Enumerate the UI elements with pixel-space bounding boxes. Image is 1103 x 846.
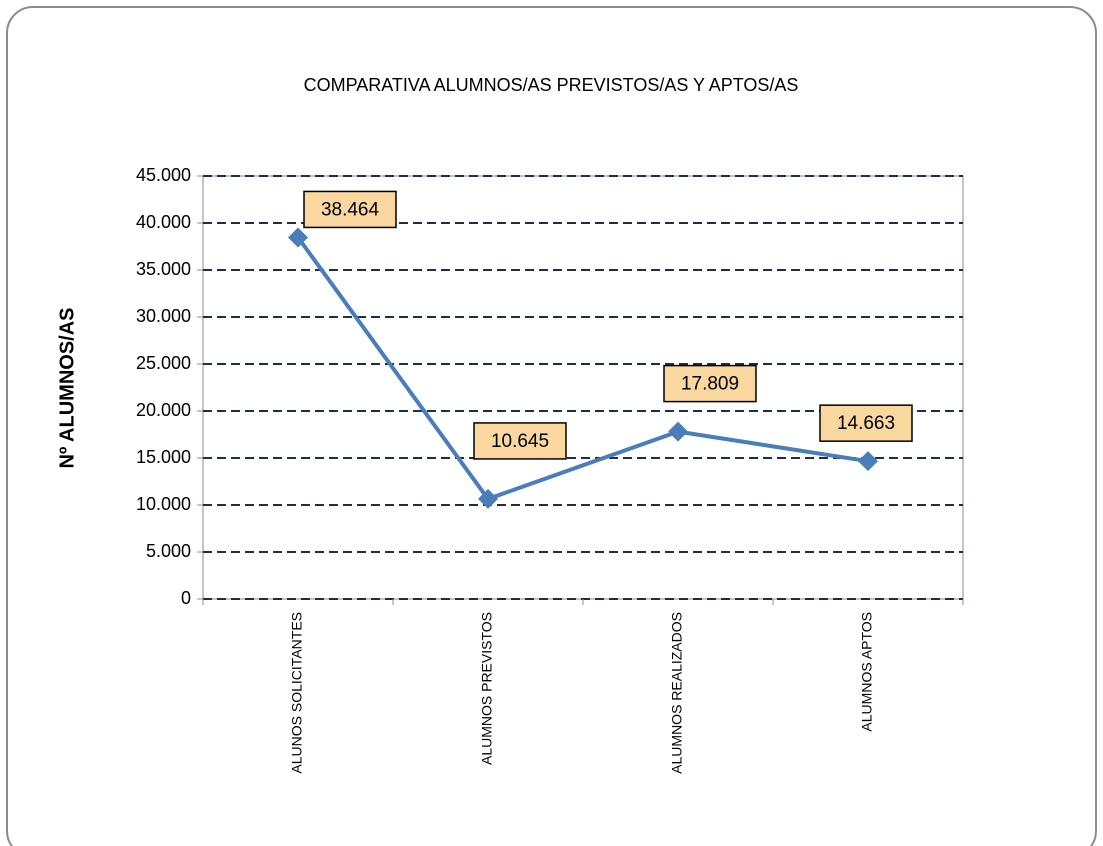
data-label-box [663, 364, 757, 403]
y-tick-label: 15.000 [136, 447, 191, 467]
x-tick-label: ALUMNOS PREVISTOS [479, 612, 495, 765]
y-tick-label: 0 [181, 588, 191, 608]
y-axis-title: Nº ALUMNOS/AS [56, 307, 78, 468]
marker [478, 488, 498, 509]
y-tick-label: 25.000 [136, 353, 191, 373]
marker [288, 227, 308, 248]
data-label: 17.809 [681, 374, 739, 395]
y-tick-label: 45.000 [136, 165, 191, 185]
chart-title: COMPARATIVA ALUMNOS/AS PREVISTOS/AS Y AP… [304, 75, 799, 95]
line [296, 236, 869, 502]
y-tick-label: 35.000 [136, 259, 191, 279]
y-tick-label: 5.000 [146, 541, 191, 561]
data-label-box [303, 190, 397, 229]
data-label-box [473, 422, 567, 460]
data-label-box [819, 404, 913, 442]
y-tick-label: 30.000 [136, 306, 191, 326]
x-tick-label: ALUMNOS APTOS [859, 612, 875, 732]
y-tick-label: 40.000 [136, 212, 191, 232]
y-tick-label: 10.000 [136, 494, 191, 514]
data-label: 38.464 [321, 199, 380, 220]
marker [668, 421, 688, 442]
x-tick-label: ALUNOS SOLICITANTES [289, 612, 305, 774]
x-tick-label: ALUMNOS REALIZADOS [669, 612, 685, 774]
data-label: 14.663 [837, 413, 895, 434]
y-tick-label: 20.000 [136, 400, 191, 420]
marker [858, 451, 878, 472]
data-label: 10.645 [491, 431, 549, 452]
